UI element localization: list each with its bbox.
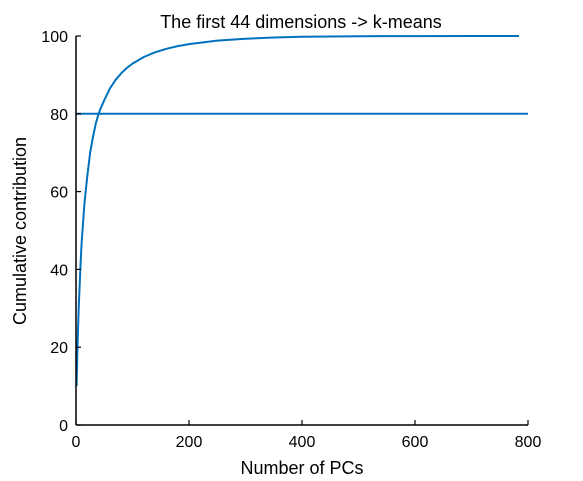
y-tick-label: 60 (50, 185, 68, 202)
x-tick-label: 0 (72, 434, 81, 451)
y-tick-label: 80 (50, 107, 68, 124)
x-tick-label: 600 (402, 434, 429, 451)
x-tick-label: 400 (289, 434, 316, 451)
series-line-cumulative (75, 35, 519, 387)
y-tick-label: 20 (50, 340, 68, 357)
chart-title: The first 44 dimensions -> k-means (160, 12, 442, 32)
y-axis-title: Cumulative contribution (10, 137, 30, 325)
x-tick-label: 200 (176, 434, 203, 451)
y-tick-label: 100 (41, 29, 68, 46)
x-axis-title: Number of PCs (240, 458, 363, 478)
axes: 0 20 40 60 80 100 0 200 400 600 800 (41, 29, 541, 451)
y-tick-label: 40 (50, 262, 68, 279)
plot-area (75, 35, 528, 387)
x-tick-label: 800 (515, 434, 542, 451)
y-tick-label: 0 (59, 418, 68, 435)
